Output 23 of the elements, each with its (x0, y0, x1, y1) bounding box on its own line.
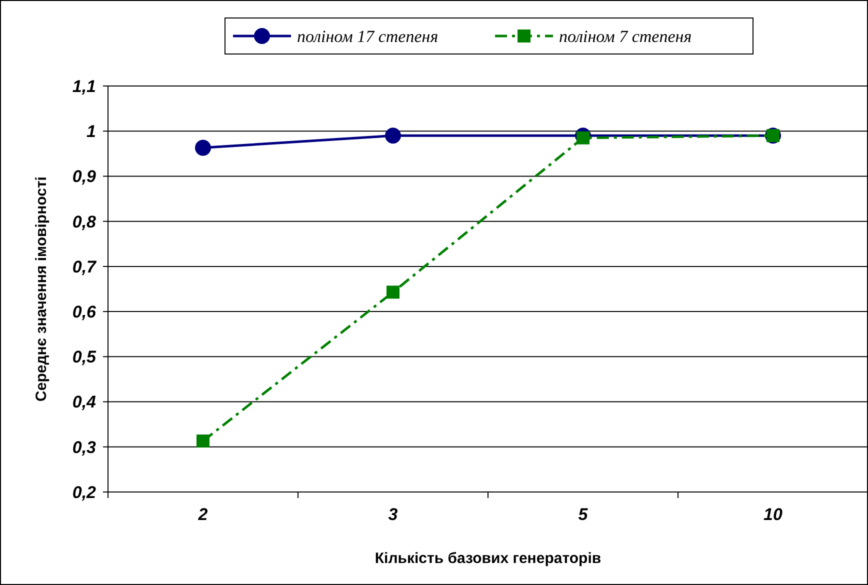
x-tick-label: 2 (197, 505, 208, 524)
y-tick-label: 0,4 (72, 392, 97, 412)
y-tick-label: 0,3 (72, 438, 97, 457)
y-tick-label: 0,2 (72, 482, 97, 502)
y-tick-label: 0,5 (72, 348, 97, 367)
y-tick-label: 1,1 (72, 76, 96, 96)
legend-label: поліном 17 степеня (297, 26, 438, 46)
y-tick-label: 0,8 (72, 212, 97, 232)
x-tick-label: 5 (578, 505, 588, 524)
point (196, 434, 210, 448)
y-tick-label: 1 (86, 122, 96, 142)
y-tick-label: 0,6 (72, 302, 97, 322)
point (385, 128, 401, 144)
point (386, 286, 400, 299)
y-tick-label: 0,9 (72, 167, 97, 186)
legend-label: поліном 7 степеня (559, 26, 692, 46)
point (576, 131, 590, 144)
x-axis-title: Кількість базових генераторів (374, 550, 602, 567)
x-tick-label: 10 (764, 505, 783, 524)
y-tick-label: 0,7 (72, 257, 98, 276)
point (195, 140, 211, 156)
y-axis-title: Середнє значення імовірності (33, 176, 50, 402)
x-tick-label: 3 (388, 505, 398, 524)
